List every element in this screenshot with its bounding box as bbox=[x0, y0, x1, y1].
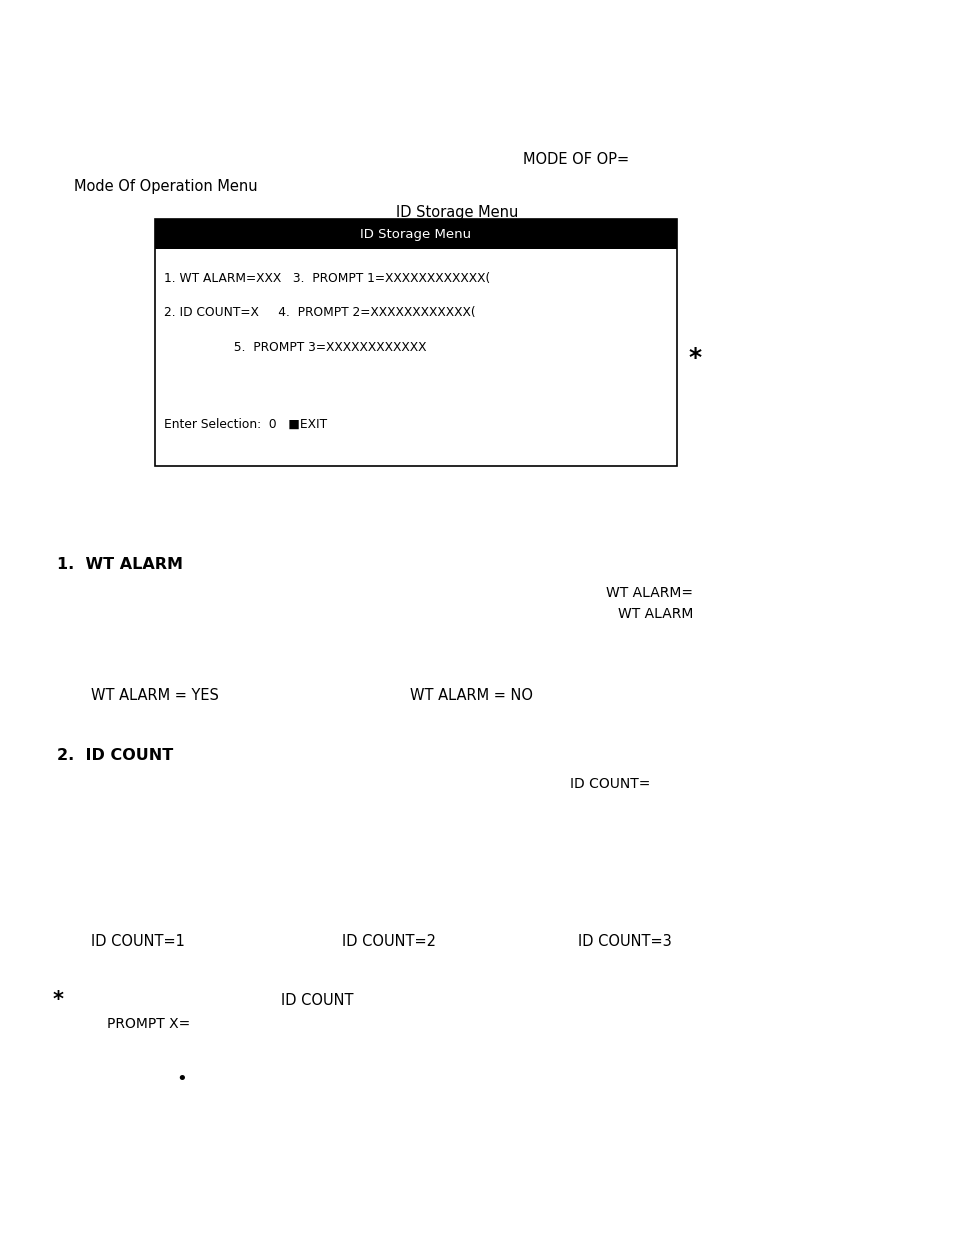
Text: Enter Selection:  0   ■EXIT: Enter Selection: 0 ■EXIT bbox=[164, 417, 327, 431]
Text: PROMPT X=: PROMPT X= bbox=[107, 1016, 190, 1031]
Text: 1. WT ALARM=XXX   3.  PROMPT 1=XXXXXXXXXXXX(: 1. WT ALARM=XXX 3. PROMPT 1=XXXXXXXXXXXX… bbox=[164, 272, 490, 285]
Text: MODE OF OP=: MODE OF OP= bbox=[522, 152, 628, 167]
Text: WT ALARM=: WT ALARM= bbox=[605, 585, 692, 600]
Text: ID COUNT=3: ID COUNT=3 bbox=[578, 934, 671, 948]
Text: •: • bbox=[176, 1071, 187, 1088]
Bar bbox=[154, 219, 677, 249]
Text: WT ALARM = YES: WT ALARM = YES bbox=[91, 688, 218, 703]
Text: 2. ID COUNT=X     4.  PROMPT 2=XXXXXXXXXXXX(: 2. ID COUNT=X 4. PROMPT 2=XXXXXXXXXXXX( bbox=[164, 306, 476, 320]
Text: *: * bbox=[688, 346, 701, 370]
Text: ID Storage Menu: ID Storage Menu bbox=[395, 205, 517, 220]
Text: WT ALARM: WT ALARM bbox=[618, 606, 693, 621]
Text: ID COUNT=: ID COUNT= bbox=[570, 777, 650, 792]
Text: ID Storage Menu: ID Storage Menu bbox=[360, 227, 471, 241]
Text: 1.  WT ALARM: 1. WT ALARM bbox=[57, 557, 183, 572]
Text: ID COUNT=1: ID COUNT=1 bbox=[91, 934, 184, 948]
Text: 2.  ID COUNT: 2. ID COUNT bbox=[57, 748, 173, 763]
Bar bbox=[154, 219, 677, 466]
Text: ID COUNT: ID COUNT bbox=[281, 993, 354, 1008]
Text: ID COUNT=2: ID COUNT=2 bbox=[341, 934, 436, 948]
Text: 5.  PROMPT 3=XXXXXXXXXXXX: 5. PROMPT 3=XXXXXXXXXXXX bbox=[164, 341, 426, 354]
Text: Mode Of Operation Menu: Mode Of Operation Menu bbox=[74, 179, 257, 194]
Text: WT ALARM = NO: WT ALARM = NO bbox=[410, 688, 533, 703]
Text: *: * bbox=[52, 990, 64, 1010]
